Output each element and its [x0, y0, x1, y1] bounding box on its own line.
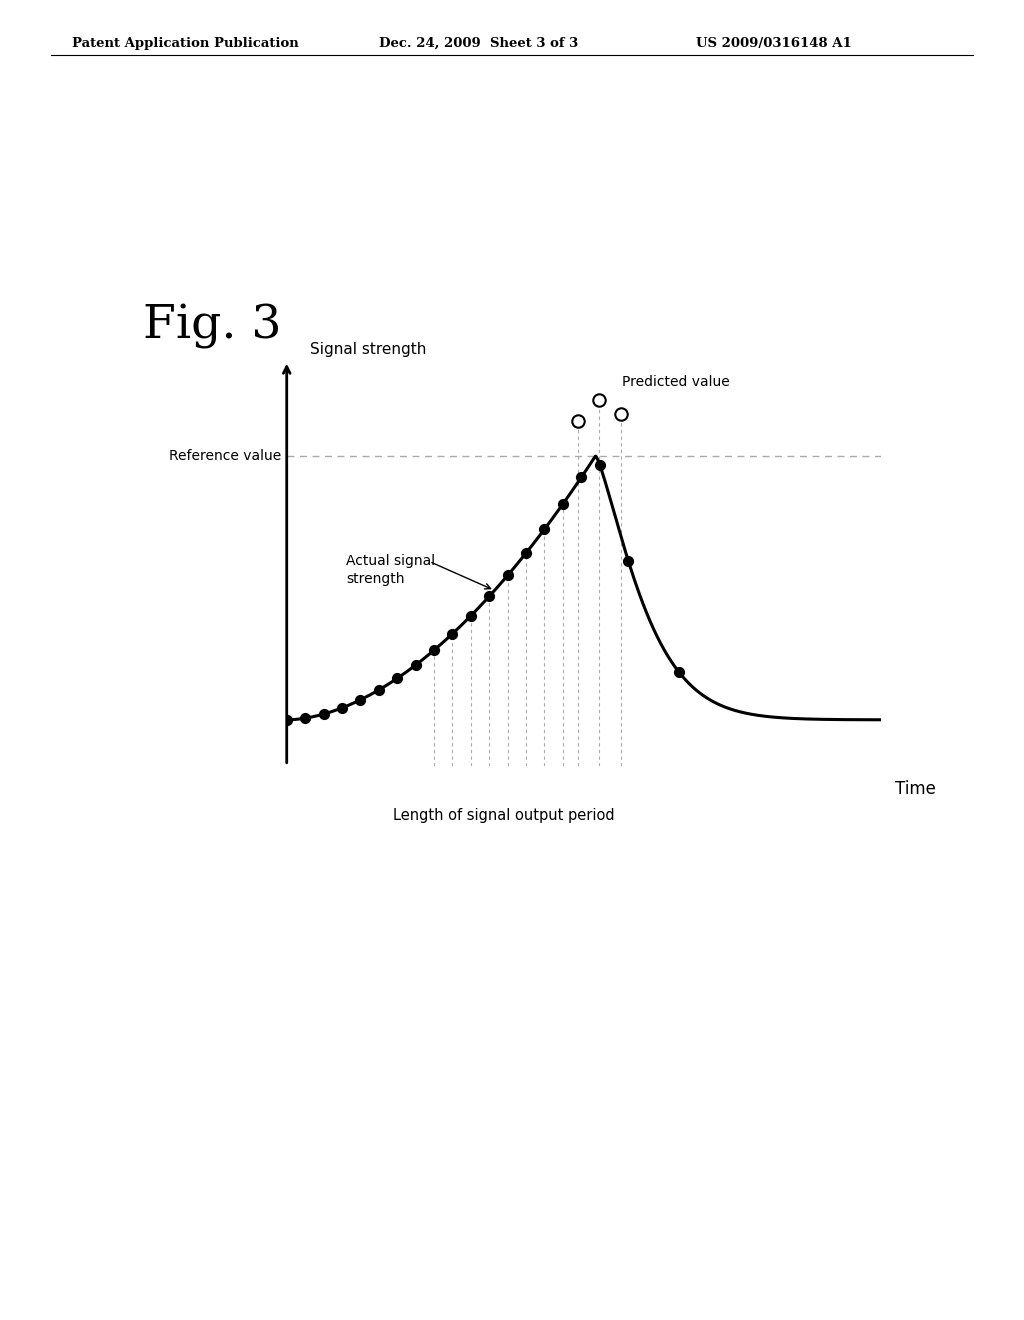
- Point: [371, 680, 387, 701]
- Point: [279, 709, 295, 730]
- Text: Signal strength: Signal strength: [310, 342, 427, 358]
- Point: [620, 550, 636, 572]
- Point: [334, 697, 350, 718]
- Point: [612, 403, 629, 424]
- Text: Predicted value: Predicted value: [623, 375, 730, 389]
- Point: [537, 519, 553, 540]
- Text: Length of signal output period: Length of signal output period: [392, 808, 614, 822]
- Text: Actual signal
strength: Actual signal strength: [346, 554, 435, 586]
- Text: Reference value: Reference value: [169, 449, 281, 463]
- Text: Patent Application Publication: Patent Application Publication: [72, 37, 298, 50]
- Point: [500, 565, 516, 586]
- Point: [481, 586, 498, 607]
- Point: [315, 704, 332, 725]
- Point: [590, 389, 606, 411]
- Point: [555, 494, 571, 515]
- Text: US 2009/0316148 A1: US 2009/0316148 A1: [696, 37, 852, 50]
- Point: [671, 661, 687, 682]
- Text: Time: Time: [895, 780, 936, 797]
- Point: [518, 543, 535, 564]
- Point: [408, 655, 424, 676]
- Point: [297, 708, 313, 729]
- Point: [444, 623, 461, 644]
- Text: Dec. 24, 2009  Sheet 3 of 3: Dec. 24, 2009 Sheet 3 of 3: [379, 37, 579, 50]
- Point: [592, 454, 608, 475]
- Point: [389, 668, 406, 689]
- Point: [573, 467, 590, 488]
- Point: [352, 689, 369, 710]
- Text: Fig. 3: Fig. 3: [143, 304, 282, 348]
- Point: [463, 606, 479, 627]
- Point: [426, 640, 442, 661]
- Point: [569, 411, 586, 432]
